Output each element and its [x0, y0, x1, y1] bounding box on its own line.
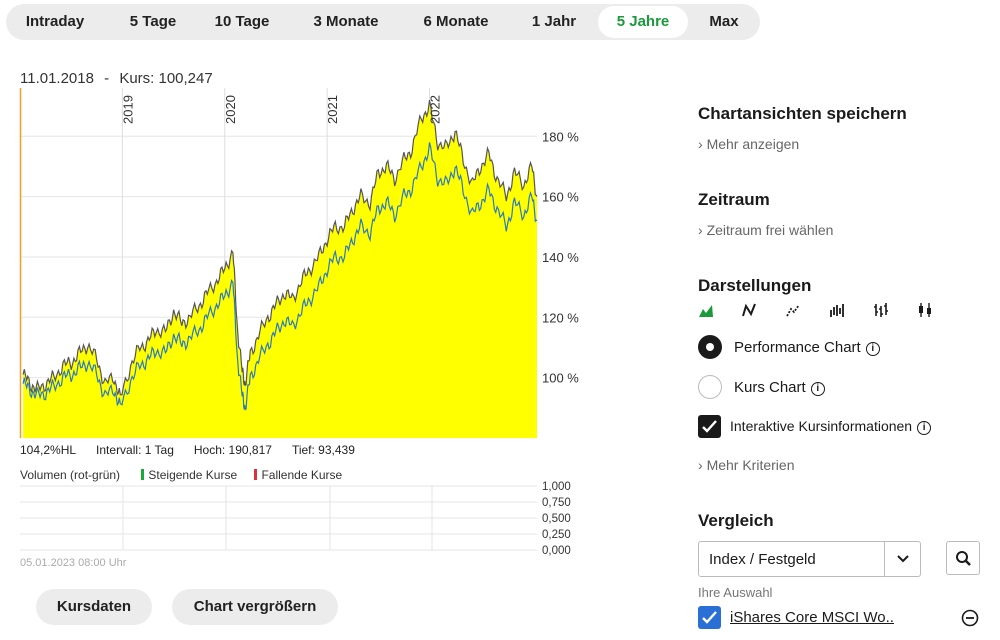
x-tick-label: 2021 [325, 95, 340, 124]
kurs-info: 11.01.2018 - Kurs: 100,247 [20, 70, 213, 87]
performance-chart-radio[interactable] [698, 335, 722, 359]
line-chart-icon[interactable] [741, 302, 757, 318]
volume-legend: Volumen (rot-grün) Steigende Kurse Falle… [20, 468, 342, 482]
volume-y-tick-label: 0,250 [542, 529, 571, 541]
volume-title: Volumen (rot-grün) [20, 468, 121, 482]
series-area [23, 100, 537, 438]
tab-3-monate[interactable]: 3 Monate [313, 13, 379, 30]
bar-chart-icon[interactable] [873, 302, 889, 318]
stat-hl: 104,2%HL [20, 443, 77, 457]
kurs-date: 11.01.2018 [20, 70, 94, 87]
dotted-line-chart-icon[interactable] [785, 302, 801, 318]
tab-5-jahre[interactable]: 5 Jahre [598, 6, 688, 38]
y-tick-label: 160 % [542, 190, 579, 205]
search-icon [956, 551, 971, 566]
mehr-kriterien-link[interactable]: › Mehr Kriterien [698, 457, 981, 473]
tab-5-tage[interactable]: 5 Tage [129, 13, 177, 30]
area-chart-icon[interactable] [698, 302, 714, 318]
volume-chart: 1,000 0,750 0,500 0,250 0,000 [20, 481, 571, 557]
info-icon[interactable]: i [917, 421, 932, 435]
interaktive-kursinfo-checkbox[interactable] [698, 415, 721, 438]
volume-y-tick-label: 0,000 [542, 545, 571, 557]
remove-circle-icon[interactable] [961, 609, 979, 627]
compare-item-link[interactable]: iShares Core MSCI Wo.. [730, 609, 894, 626]
volume-date: 05.01.2023 08:00 Uhr [20, 557, 127, 569]
rising-swatch [141, 469, 145, 480]
volume-y-tick-label: 1,000 [542, 481, 571, 493]
checkmark-icon [702, 420, 717, 433]
falling-swatch [254, 469, 258, 480]
series-line-main [22, 99, 538, 396]
chevron-right-icon: › [698, 222, 703, 238]
zeitraum-more-link[interactable]: › Zeitraum frei wählen [698, 222, 981, 238]
darstellungen-title: Darstellungen [698, 276, 812, 295]
x-tick-label: 2020 [223, 95, 238, 124]
period-tabs: Intraday 5 Tage 10 Tage 3 Monate 6 Monat… [6, 4, 760, 40]
vergleich-title: Vergleich [698, 511, 774, 530]
volume-y-tick-label: 0,750 [542, 497, 571, 509]
tab-6-monate[interactable]: 6 Monate [423, 13, 489, 30]
y-tick-label: 140 % [542, 250, 579, 265]
candlestick-chart-icon[interactable] [917, 302, 933, 318]
series-line-compare [22, 142, 538, 411]
kurs-chart-option[interactable]: Kurs Chart i [734, 379, 825, 396]
mehr-kriterien-label: Mehr Kriterien [706, 457, 795, 473]
interaktive-kursinfo-option[interactable]: Interaktive Kursinformationen i [730, 418, 932, 435]
kurs-value: Kurs: 100,247 [119, 70, 213, 87]
chevron-down-icon[interactable] [884, 542, 920, 576]
price-chart-svg[interactable]: 2019 2020 2021 2022 100 % 120 % 140 % 160 % 180 … [0, 88, 600, 468]
info-icon[interactable]: i [865, 342, 880, 356]
chevron-right-icon: › [698, 136, 703, 152]
vergleich-select-value: Index / Festgeld [709, 551, 816, 568]
vergleich-select[interactable]: Index / Festgeld [698, 541, 921, 577]
kurs-chart-label: Kurs Chart [734, 379, 806, 396]
save-views-more-link[interactable]: › Mehr anzeigen [698, 136, 981, 152]
save-views-more-label: Mehr anzeigen [706, 136, 800, 152]
interaktive-kursinfo-label: Interaktive Kursinformationen [730, 418, 913, 434]
falling-label: Fallende Kurse [261, 468, 343, 482]
zeitraum-more-label: Zeitraum frei wählen [706, 222, 834, 238]
save-views-title: Chartansichten speichern [698, 104, 907, 123]
stat-intervall: Intervall: 1 Tag [96, 443, 174, 457]
tab-1-jahr[interactable]: 1 Jahr [531, 13, 577, 30]
volume-y-tick-label: 0,500 [542, 513, 571, 525]
ihre-auswahl-label: Ihre Auswahl [698, 585, 773, 600]
stat-hoch: Hoch: 190,817 [193, 443, 272, 457]
x-tick-label: 2019 [120, 95, 135, 124]
chevron-right-icon: › [698, 457, 703, 473]
chart-stats: 104,2%HL Intervall: 1 Tag Hoch: 190,817 … [20, 443, 375, 457]
rising-label: Steigende Kurse [148, 468, 238, 482]
ohlc-chart-icon[interactable] [829, 302, 845, 318]
kurs-separator: - [104, 70, 110, 87]
kursdaten-button[interactable]: Kursdaten [36, 589, 152, 625]
performance-chart-option[interactable]: Performance Chart i [734, 339, 880, 356]
y-tick-label: 180 % [542, 129, 579, 144]
zeitraum-title: Zeitraum [698, 190, 770, 209]
checkmark-icon [702, 611, 717, 624]
performance-chart-label: Performance Chart [734, 339, 861, 356]
tab-intraday[interactable]: Intraday [25, 13, 85, 30]
compare-item-checkbox[interactable] [698, 606, 721, 629]
x-tick-label: 2022 [428, 95, 443, 124]
kurs-chart-radio[interactable] [698, 375, 722, 399]
stat-tief: Tief: 93,439 [291, 443, 355, 457]
chart-vergroessern-button[interactable]: Chart vergrößern [172, 589, 338, 625]
tab-max[interactable]: Max [709, 13, 739, 30]
tab-10-tage[interactable]: 10 Tage [214, 13, 270, 30]
vergleich-search-button[interactable] [946, 541, 980, 575]
info-icon[interactable]: i [810, 382, 825, 396]
price-chart[interactable]: 2019 2020 2021 2022 100 % 120 % 140 % 160 % 180 … [0, 88, 600, 468]
y-tick-label: 120 % [542, 310, 579, 325]
y-tick-label: 100 % [542, 371, 579, 386]
